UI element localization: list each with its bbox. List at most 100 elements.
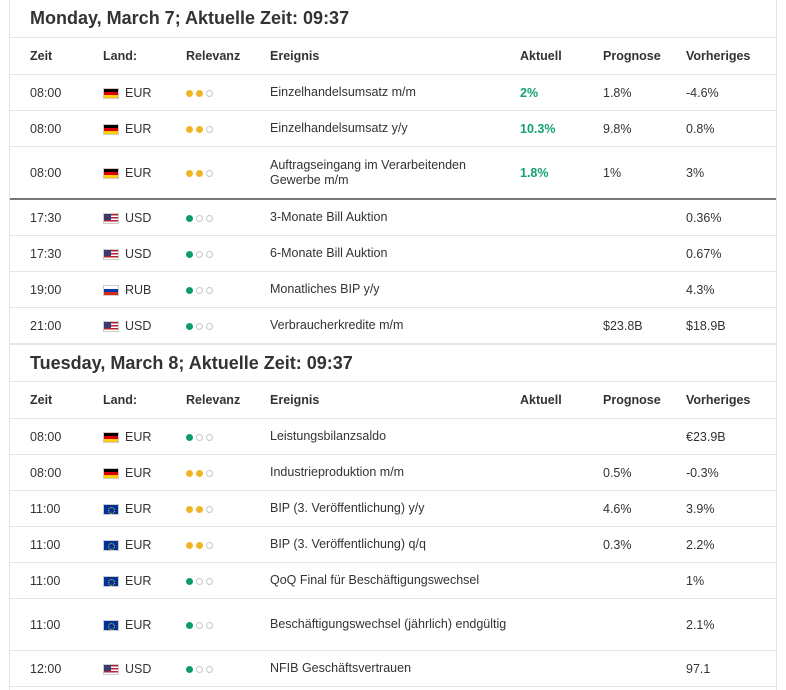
event-name[interactable]: Verbraucherkredite m/m — [270, 307, 520, 344]
event-row[interactable]: 21:00 USD Verbraucherkredite m/m $23.8B $18.… — [10, 307, 776, 344]
event-name-label[interactable]: 6-Monate Bill Auktion — [270, 246, 388, 260]
table-body: 08:00 EUR Einzelhandelsumsatz m/m 2% 1.8% -4.… — [10, 74, 776, 344]
event-name-label[interactable]: Auftragseingang im Verarbeitenden Gewerb… — [270, 157, 466, 187]
event-row[interactable]: 08:00 EUR Leistungsbilanzsaldo €23.9B — [10, 418, 776, 455]
event-actual — [520, 418, 603, 455]
event-country: EUR — [103, 146, 186, 200]
relevance-dot-icon — [206, 621, 213, 629]
event-name-label[interactable]: Beschäftigungswechsel (jährlich) endgült… — [270, 617, 507, 631]
relevance-dot-icon — [196, 469, 203, 477]
event-actual — [520, 199, 603, 236]
event-name[interactable]: Beschäftigungswechsel (jährlich) endgült… — [270, 598, 520, 651]
event-forecast: $23.8B — [603, 307, 686, 344]
event-name-label[interactable]: BIP (3. Veröffentlichung) q/q — [270, 537, 426, 551]
event-actual: 1.8% — [520, 146, 603, 200]
column-header-event: Ereignis — [270, 38, 520, 75]
event-row[interactable]: 11:00 EUR Beschäftigungswechsel (jährlich)… — [10, 598, 776, 651]
event-forecast — [603, 271, 686, 308]
event-row[interactable]: 12:00 USD NFIB Geschäftsvertrauen 97.1 — [10, 650, 776, 687]
event-name-label[interactable]: QoQ Final für Beschäftigungswechsel — [270, 573, 480, 587]
relevance-dot-icon — [186, 665, 193, 673]
event-name[interactable]: BIP (3. Veröffentlichung) q/q — [270, 526, 520, 563]
relevance-dot-icon — [196, 505, 203, 513]
event-row[interactable]: 17:30 USD 3-Monate Bill Auktion 0.36% — [10, 199, 776, 236]
event-name[interactable]: Leistungsbilanzsaldo — [270, 418, 520, 455]
event-relevance — [186, 110, 270, 147]
event-forecast: 0.5% — [603, 454, 686, 491]
event-name-label[interactable]: 3-Monate Bill Auktion — [270, 210, 388, 224]
event-name[interactable]: 3-Monate Bill Auktion — [270, 199, 520, 236]
event-name[interactable]: BIP (3. Veröffentlichung) y/y — [270, 490, 520, 527]
event-relevance — [186, 454, 270, 491]
flag-us-icon — [103, 248, 119, 260]
relevance-dot-icon — [196, 577, 203, 585]
event-row[interactable]: 11:00 EUR BIP (3. Veröffentlichung) y/y 4.6… — [10, 490, 776, 527]
currency-code: EUR — [125, 501, 152, 516]
event-forecast — [603, 598, 686, 651]
event-previous: 0.36% — [686, 199, 776, 236]
event-relevance — [186, 235, 270, 272]
flag-us-icon — [103, 663, 119, 675]
relevance-dot-icon — [196, 214, 203, 222]
event-name[interactable]: Einzelhandelsumsatz y/y — [270, 110, 520, 147]
relevance-dot-icon — [186, 214, 193, 222]
event-time: 19:00 — [10, 271, 103, 308]
event-name-label[interactable]: NFIB Geschäftsvertrauen — [270, 661, 412, 675]
event-actual — [520, 526, 603, 563]
event-relevance — [186, 418, 270, 455]
event-time: 11:00 — [10, 526, 103, 563]
event-row[interactable]: 08:00 EUR Einzelhandelsumsatz m/m 2% 1.8% -4.… — [10, 74, 776, 111]
event-row[interactable]: 08:00 EUR Auftragseingang im Verarbeitende… — [10, 146, 776, 200]
event-name-label[interactable]: Verbraucherkredite m/m — [270, 318, 404, 332]
event-forecast: 1.8% — [603, 74, 686, 111]
column-header-actual: Aktuell — [520, 382, 603, 419]
event-name[interactable]: QoQ Final für Beschäftigungswechsel — [270, 562, 520, 599]
relevance-dot-icon — [206, 322, 213, 330]
event-name[interactable]: Einzelhandelsumsatz m/m — [270, 74, 520, 111]
event-name[interactable]: NFIB Geschäftsvertrauen — [270, 650, 520, 687]
event-previous: 1% — [686, 562, 776, 599]
event-country: USD — [103, 650, 186, 687]
event-forecast: 1% — [603, 146, 686, 200]
event-name-label[interactable]: Leistungsbilanzsaldo — [270, 429, 387, 443]
event-name-label[interactable]: Einzelhandelsumsatz m/m — [270, 85, 416, 99]
currency-code: RUB — [125, 282, 152, 297]
relevance-dot-icon — [196, 286, 203, 294]
event-actual — [520, 307, 603, 344]
event-name-label[interactable]: Einzelhandelsumsatz y/y — [270, 121, 408, 135]
relevance-dot-icon — [196, 433, 203, 441]
relevance-dot-icon — [206, 169, 213, 177]
event-name-label[interactable]: Industrieproduktion m/m — [270, 465, 405, 479]
event-row[interactable]: 11:00 EUR BIP (3. Veröffentlichung) q/q 0.3… — [10, 526, 776, 563]
event-previous: 0.8% — [686, 110, 776, 147]
calendar-days: Monday, March 7; Aktuelle Zeit: 09:37 Zei… — [10, 0, 776, 687]
event-name[interactable]: Industrieproduktion m/m — [270, 454, 520, 491]
column-header-forecast: Prognose — [603, 38, 686, 75]
event-country: USD — [103, 235, 186, 272]
event-country: EUR — [103, 454, 186, 491]
events-table: Zeit Land: Relevanz Ereignis Aktuell Prognose… — [10, 382, 776, 687]
event-row[interactable]: 11:00 EUR QoQ Final für Beschäftigungswech… — [10, 562, 776, 599]
event-forecast — [603, 562, 686, 599]
relevance-dot-icon — [186, 322, 193, 330]
event-name[interactable]: 6-Monate Bill Auktion — [270, 235, 520, 272]
currency-code: EUR — [125, 537, 152, 552]
event-row[interactable]: 08:00 EUR Einzelhandelsumsatz y/y 10.3% 9.8%… — [10, 110, 776, 147]
event-previous: 2.2% — [686, 526, 776, 563]
event-country: EUR — [103, 418, 186, 455]
event-relevance — [186, 650, 270, 687]
event-country: EUR — [103, 490, 186, 527]
event-name-label[interactable]: Monatliches BIP y/y — [270, 282, 380, 296]
currency-code: USD — [125, 661, 152, 676]
relevance-dot-icon — [196, 541, 203, 549]
header-row: Zeit Land: Relevanz Ereignis Aktuell Prognose… — [10, 382, 776, 419]
currency-code: EUR — [125, 165, 152, 180]
event-row[interactable]: 17:30 USD 6-Monate Bill Auktion 0.67% — [10, 235, 776, 272]
event-name[interactable]: Monatliches BIP y/y — [270, 271, 520, 308]
event-name-label[interactable]: BIP (3. Veröffentlichung) y/y — [270, 501, 425, 515]
event-relevance — [186, 307, 270, 344]
event-row[interactable]: 19:00 RUB Monatliches BIP y/y 4.3% — [10, 271, 776, 308]
currency-code: EUR — [125, 85, 152, 100]
event-row[interactable]: 08:00 EUR Industrieproduktion m/m 0.5% -0.3% — [10, 454, 776, 491]
event-name[interactable]: Auftragseingang im Verarbeitenden Gewerb… — [270, 146, 520, 200]
